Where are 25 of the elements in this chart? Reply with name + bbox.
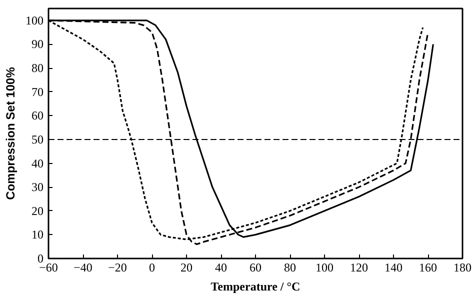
y-tick-label: 0 bbox=[38, 252, 44, 266]
y-tick-label: 60 bbox=[32, 108, 44, 123]
y-tick-label: 100 bbox=[26, 13, 44, 28]
y-tick-label: 30 bbox=[32, 180, 44, 194]
x-tick-label: 20 bbox=[180, 260, 192, 274]
x-tick-label: −20 bbox=[108, 260, 127, 274]
x-tick-label: 80 bbox=[284, 260, 296, 274]
y-tick-label: 80 bbox=[32, 61, 44, 76]
x-tick-label: 160 bbox=[419, 260, 437, 274]
x-tick-label: 140 bbox=[384, 260, 402, 274]
x-tick-label: 0 bbox=[149, 260, 155, 274]
x-tick-label: 60 bbox=[250, 260, 262, 274]
y-tick-label: 90 bbox=[32, 37, 44, 52]
x-tick-label: 100 bbox=[316, 260, 334, 274]
y-tick-label: 40 bbox=[32, 156, 44, 170]
x-tick-label: 40 bbox=[215, 260, 227, 274]
x-tick-label: 120 bbox=[350, 260, 368, 274]
x-tick-label: −40 bbox=[74, 260, 92, 274]
y-axis-title: Compression Set 100% bbox=[4, 66, 18, 200]
y-tick-label: 10 bbox=[32, 228, 44, 242]
x-tick-label: 180 bbox=[454, 260, 472, 274]
y-tick-label: 70 bbox=[32, 84, 44, 99]
x-axis-title: Temperature / °C bbox=[210, 280, 300, 294]
y-tick-label: 20 bbox=[32, 204, 44, 218]
y-tick-label: 50 bbox=[32, 132, 44, 146]
